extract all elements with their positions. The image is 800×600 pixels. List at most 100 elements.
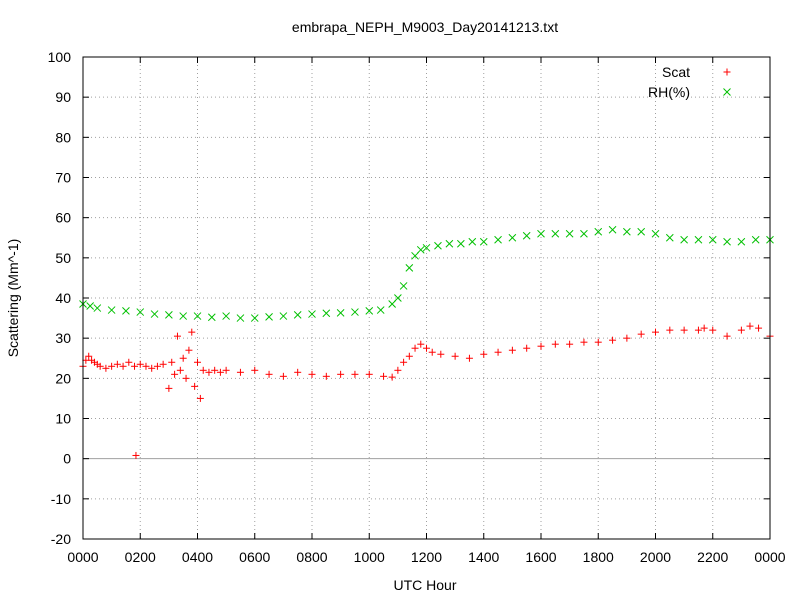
rh-point: [388, 300, 397, 308]
scat-point: [199, 366, 207, 374]
scat-point: [394, 366, 402, 374]
y-tick-label: 30: [55, 330, 71, 346]
scat-point: [551, 340, 559, 348]
rh-point: [399, 282, 408, 290]
scat-point: [179, 354, 187, 362]
x-tick-label: 1600: [525, 549, 556, 565]
scat-point: [388, 373, 396, 381]
rh-point: [193, 312, 202, 320]
scat-point: [405, 352, 413, 360]
y-tick-label: 20: [55, 370, 71, 386]
scat-point: [709, 326, 717, 334]
scat-point: [191, 382, 199, 390]
scat-point: [168, 358, 176, 366]
legend-marker-rh: [723, 88, 731, 96]
x-tick-label: 0000: [67, 549, 98, 565]
scat-point: [623, 334, 631, 342]
scat-point: [294, 368, 302, 376]
rh-point: [376, 306, 385, 314]
scat-point: [279, 372, 287, 380]
rh-point: [522, 231, 531, 240]
rh-point: [494, 235, 502, 244]
scat-point: [251, 366, 259, 374]
rh-point: [207, 313, 216, 322]
y-tick-label: 80: [55, 129, 71, 145]
scat-point: [365, 370, 373, 378]
x-axis-label: UTC Hour: [393, 577, 456, 593]
rh-point: [93, 304, 102, 312]
x-tick-label: 1000: [354, 549, 385, 565]
scat-point: [508, 346, 516, 354]
rh-point: [565, 229, 574, 238]
rh-point: [751, 235, 760, 244]
scat-point: [652, 328, 659, 336]
scat-point: [666, 326, 674, 334]
legend-marker-scat: [723, 68, 731, 76]
scat-point: [173, 332, 181, 340]
scat-point: [131, 362, 139, 370]
rh-point: [737, 237, 746, 246]
scat-point: [216, 368, 224, 376]
x-tick-label: 0400: [182, 549, 213, 565]
scat-point: [142, 362, 150, 370]
legend-marker-rh-glyph: [723, 88, 731, 96]
rh-point: [411, 251, 419, 260]
scat-point: [609, 336, 617, 344]
y-tick-label: -20: [51, 531, 71, 547]
rh-point: [394, 294, 402, 302]
rh-point: [623, 227, 631, 236]
y-tick-label: 0: [63, 451, 71, 467]
scat-point: [85, 352, 93, 360]
scat-point: [465, 354, 473, 362]
x-tick-labels: 0000 0200 0400 0600 0800 1000 1200 1400 1600 1800…: [67, 549, 785, 565]
scat-point: [108, 362, 116, 370]
scat-point: [428, 348, 436, 356]
y-tick-label: 50: [55, 250, 71, 266]
scat-point: [265, 370, 273, 378]
scat-point: [755, 324, 763, 332]
legend-label-scat: Scat: [662, 64, 690, 80]
legend-label-rh: RH(%): [648, 84, 690, 100]
rh-point: [680, 235, 688, 244]
rh-point: [365, 306, 374, 315]
rh-point: [637, 227, 646, 236]
x-tick-label: 2200: [697, 549, 728, 565]
rh-point: [594, 227, 603, 236]
rh-point: [122, 306, 130, 315]
scat-point: [351, 370, 359, 378]
scat-point: [322, 372, 330, 380]
scat-point: [680, 326, 688, 334]
scat-point: [594, 338, 602, 346]
rh-point: [107, 306, 116, 314]
scat-point: [185, 346, 193, 354]
rh-point: [222, 312, 230, 320]
scat-point: [494, 348, 502, 356]
x-tick-label: 0000: [754, 549, 785, 565]
scat-point: [182, 374, 190, 382]
rh-point: [86, 302, 95, 310]
scat-point: [411, 344, 419, 352]
rh-point: [422, 243, 431, 252]
rh-point: [723, 237, 731, 246]
rh-point: [165, 311, 173, 319]
scat-point: [451, 352, 459, 360]
rh-point: [445, 239, 454, 248]
rh-point: [279, 312, 288, 320]
x-tick-label: 2000: [640, 549, 671, 565]
x-tick-label: 1400: [468, 549, 499, 565]
scat-point: [308, 370, 316, 378]
y-tick-labels: -20 -10 0 10 20 30 40 50 60 70 80 90 100: [48, 49, 72, 547]
scat-point: [148, 364, 156, 372]
scat-point: [205, 368, 213, 376]
scat-point: [580, 338, 588, 346]
legend: Scat RH(%): [648, 64, 731, 100]
rh-point: [405, 264, 414, 272]
scat-point: [165, 384, 173, 392]
rh-point: [580, 229, 588, 238]
rh-point: [665, 233, 674, 242]
rh-point: [508, 233, 517, 242]
rh-point: [456, 239, 465, 248]
scat-point: [637, 330, 645, 338]
rh-point: [551, 229, 560, 238]
